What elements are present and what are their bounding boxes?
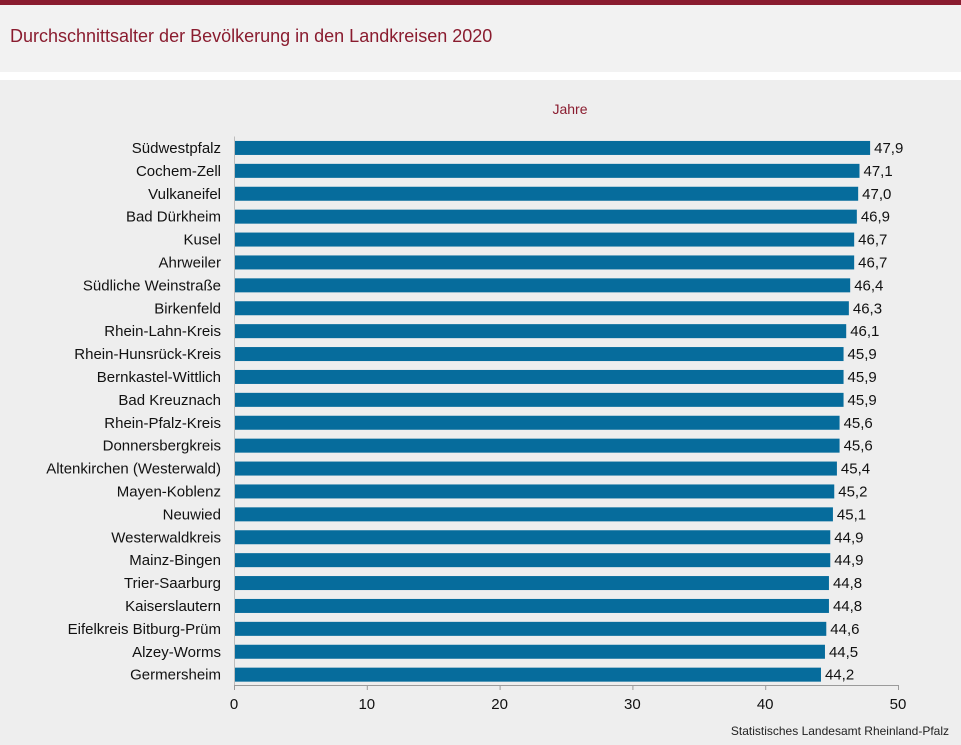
bar xyxy=(235,598,829,613)
category-label: Donnersbergkreis xyxy=(103,438,221,455)
separator xyxy=(0,72,961,80)
x-tick-label: 50 xyxy=(890,696,907,713)
bar xyxy=(235,461,837,476)
data-label: 46,1 xyxy=(850,323,879,340)
x-tick-label: 30 xyxy=(624,696,641,713)
bar xyxy=(235,163,860,178)
data-label: 44,8 xyxy=(833,598,862,615)
category-label: Altenkirchen (Westerwald) xyxy=(46,461,221,478)
bar xyxy=(235,621,827,636)
data-label: 44,8 xyxy=(833,575,862,592)
x-tick-label: 10 xyxy=(358,696,375,713)
data-label: 44,2 xyxy=(825,667,854,684)
title-band xyxy=(0,5,961,73)
bar xyxy=(235,186,859,201)
data-label: 45,1 xyxy=(837,506,866,523)
data-label: 44,9 xyxy=(834,552,863,569)
bar xyxy=(235,415,840,430)
data-label: 45,6 xyxy=(844,415,873,432)
bar xyxy=(235,553,831,568)
bar xyxy=(235,347,844,362)
category-label: Eifelkreis Bitburg-Prüm xyxy=(68,621,221,638)
bar xyxy=(235,278,851,293)
bar xyxy=(235,301,849,316)
bar xyxy=(235,507,833,522)
category-label: Westerwaldkreis xyxy=(111,529,221,546)
category-label: Mayen-Koblenz xyxy=(117,483,221,500)
x-axis-unit-label: Jahre xyxy=(552,101,588,117)
category-label: Bad Kreuznach xyxy=(118,392,221,409)
bar xyxy=(235,576,829,591)
data-label: 46,3 xyxy=(853,300,882,317)
data-label: 47,1 xyxy=(863,163,892,180)
data-label: 45,9 xyxy=(848,392,877,409)
bar xyxy=(235,530,831,545)
category-label: Rhein-Pfalz-Kreis xyxy=(104,415,221,432)
category-label: Vulkaneifel xyxy=(148,186,221,203)
bar xyxy=(235,392,844,407)
category-label: Rhein-Hunsrück-Kreis xyxy=(74,346,221,363)
category-label: Bad Dürkheim xyxy=(126,209,221,226)
category-label: Germersheim xyxy=(130,667,221,684)
category-label: Neuwied xyxy=(163,506,221,523)
bar xyxy=(235,484,835,499)
data-label: 45,9 xyxy=(848,369,877,386)
bar xyxy=(235,324,847,339)
category-label: Ahrweiler xyxy=(158,254,221,271)
bar xyxy=(235,232,855,247)
data-label: 45,4 xyxy=(841,461,870,478)
category-label: Bernkastel-Wittlich xyxy=(97,369,221,386)
bar xyxy=(235,209,857,224)
x-tick-label: 0 xyxy=(230,696,238,713)
data-label: 46,7 xyxy=(858,232,887,249)
category-label: Alzey-Worms xyxy=(132,644,221,661)
data-label: 46,9 xyxy=(861,209,890,226)
category-label: Cochem-Zell xyxy=(136,163,221,180)
category-label: Südwestpfalz xyxy=(132,140,221,157)
category-label: Birkenfeld xyxy=(154,300,221,317)
chart-title: Durchschnittsalter der Bevölkerung in de… xyxy=(10,26,493,46)
bar xyxy=(235,255,855,270)
bar xyxy=(235,644,825,659)
bar xyxy=(235,667,821,682)
bar xyxy=(235,369,844,384)
category-label: Südliche Weinstraße xyxy=(83,277,221,294)
data-label: 44,9 xyxy=(834,529,863,546)
data-label: 46,4 xyxy=(854,277,883,294)
category-label: Kusel xyxy=(183,232,221,249)
data-label: 44,5 xyxy=(829,644,858,661)
category-label: Rhein-Lahn-Kreis xyxy=(104,323,221,340)
bar xyxy=(235,140,871,155)
x-tick-label: 40 xyxy=(757,696,774,713)
data-label: 45,9 xyxy=(848,346,877,363)
data-label: 47,9 xyxy=(874,140,903,157)
data-label: 45,6 xyxy=(844,438,873,455)
bar xyxy=(235,438,840,453)
data-label: 45,2 xyxy=(838,483,867,500)
category-label: Kaiserslautern xyxy=(125,598,221,615)
data-label: 46,7 xyxy=(858,254,887,271)
data-label: 47,0 xyxy=(862,186,891,203)
category-label: Trier-Saarburg xyxy=(124,575,221,592)
data-label: 44,6 xyxy=(830,621,859,638)
top-accent-rule xyxy=(0,0,961,5)
x-tick-label: 20 xyxy=(491,696,508,713)
source-note: Statistisches Landesamt Rheinland-Pfalz xyxy=(730,724,949,738)
category-label: Mainz-Bingen xyxy=(129,552,221,569)
